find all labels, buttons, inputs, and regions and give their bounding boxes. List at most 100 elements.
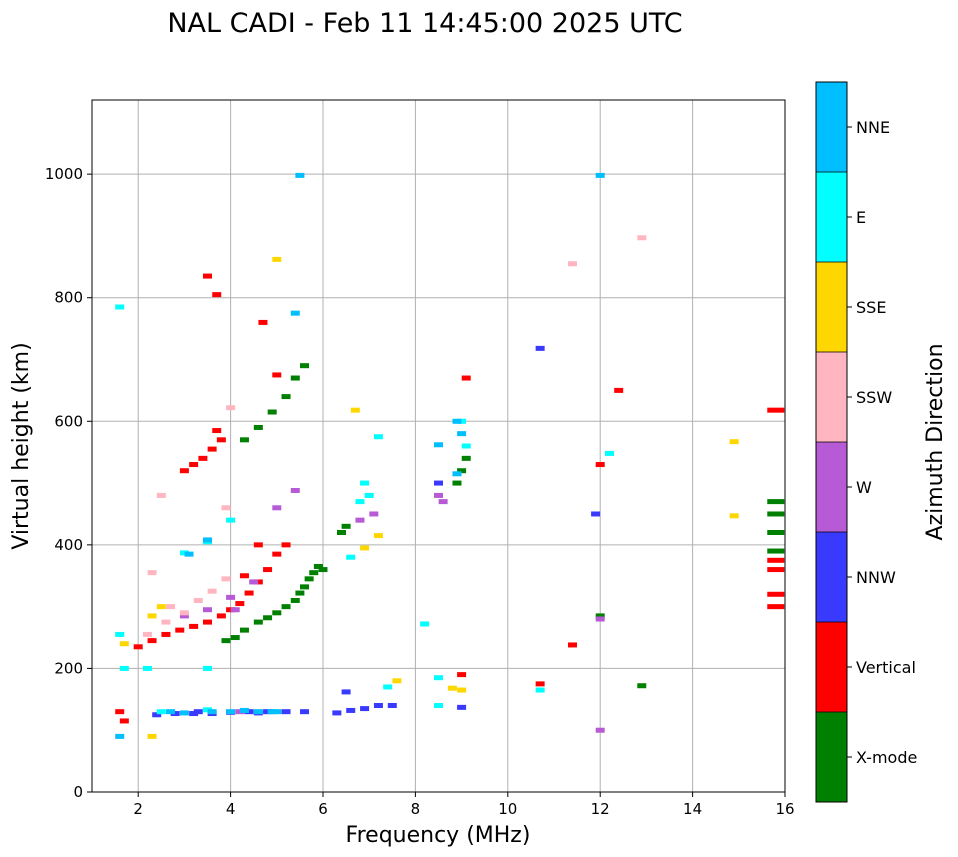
data-point: [595, 172, 605, 178]
data-point: [189, 462, 199, 468]
data-point: [203, 273, 212, 279]
data-point: [253, 709, 263, 715]
x-tick-label: 2: [133, 800, 143, 818]
data-point: [452, 418, 462, 424]
data-point: [272, 551, 282, 557]
data-point: [272, 372, 282, 378]
series-sse: [119, 256, 739, 739]
colorbar-segment: [816, 442, 847, 532]
data-point: [355, 517, 365, 523]
data-point: [595, 616, 605, 622]
data-point: [567, 642, 577, 648]
colorbar-tick-label: W: [856, 478, 872, 497]
data-point: [461, 443, 471, 449]
data-point: [290, 375, 300, 381]
data-point: [235, 709, 245, 715]
data-point: [193, 709, 203, 715]
colorbar-segment: [816, 532, 847, 622]
data-point: [156, 492, 166, 498]
y-tick-label: 0: [73, 783, 83, 801]
data-point: [767, 557, 785, 563]
data-point: [226, 607, 236, 613]
x-axis: 2 4 6 8 10 12 14 16: [133, 792, 795, 818]
data-point: [360, 706, 370, 712]
data-point: [457, 431, 467, 437]
data-point: [281, 709, 291, 715]
data-point: [133, 644, 143, 650]
data-point: [156, 709, 166, 715]
colorbar-frame: [815, 81, 848, 803]
data-point: [119, 665, 129, 671]
data-point: [457, 418, 467, 424]
series-nnw: [152, 345, 601, 718]
data-point: [300, 709, 310, 715]
data-point: [290, 597, 300, 603]
data-point: [336, 530, 346, 535]
data-points: [115, 172, 785, 739]
colorbar-tick-label: NNW: [856, 568, 896, 587]
data-point: [341, 523, 351, 529]
data-point: [461, 455, 471, 461]
data-point: [300, 363, 310, 369]
data-point: [767, 530, 785, 535]
plot-frame: [91, 99, 786, 793]
data-point: [272, 505, 282, 511]
data-point: [535, 681, 545, 687]
data-point: [350, 407, 360, 413]
data-point: [767, 511, 785, 517]
data-point: [295, 172, 305, 178]
data-point: [203, 619, 212, 625]
data-point: [535, 345, 545, 351]
x-tick-label: 6: [318, 800, 328, 818]
data-point: [637, 235, 647, 241]
y-axis-label: Virtual height (km): [9, 342, 34, 549]
data-point: [170, 711, 180, 717]
data-point: [387, 703, 397, 708]
colorbar-label: Azimuth Direction: [923, 343, 948, 540]
data-point: [115, 709, 125, 715]
data-point: [161, 631, 171, 637]
data-point: [281, 542, 291, 548]
data-point: [226, 405, 236, 411]
colorbar-tick-label: NNE: [856, 118, 890, 137]
data-point: [272, 256, 282, 262]
data-point: [457, 672, 467, 678]
data-point: [267, 409, 277, 415]
data-point: [364, 492, 374, 498]
data-point: [244, 709, 254, 715]
data-point: [373, 533, 383, 539]
data-point: [281, 394, 291, 400]
colorbar-tick-label: X-mode: [856, 748, 917, 767]
data-point: [637, 683, 647, 689]
data-point: [239, 437, 249, 443]
data-point: [221, 505, 231, 511]
data-point: [198, 455, 208, 461]
data-point: [179, 710, 189, 716]
data-point: [272, 610, 282, 616]
x-axis-label: Frequency (MHz): [346, 823, 531, 848]
data-point: [203, 537, 212, 543]
data-point: [767, 591, 785, 597]
data-point: [239, 573, 249, 579]
data-point: [244, 590, 254, 596]
y-tick-label: 1000: [45, 165, 83, 183]
data-point: [434, 492, 443, 498]
data-point: [212, 292, 222, 298]
series-nne: [115, 172, 605, 739]
x-tick-label: 16: [775, 800, 794, 818]
data-point: [179, 610, 189, 616]
data-point: [156, 604, 166, 610]
colorbar-tick-label: SSW: [856, 388, 892, 407]
series-ssw: [142, 235, 647, 637]
data-point: [119, 641, 129, 647]
y-tick-label: 800: [54, 289, 83, 307]
x-tick-label: 14: [683, 800, 702, 818]
data-point: [452, 480, 462, 486]
y-tick-label: 200: [54, 659, 83, 677]
data-point: [249, 579, 259, 585]
data-point: [189, 623, 199, 629]
data-point: [595, 613, 605, 619]
data-point: [595, 727, 605, 733]
data-point: [767, 407, 785, 413]
